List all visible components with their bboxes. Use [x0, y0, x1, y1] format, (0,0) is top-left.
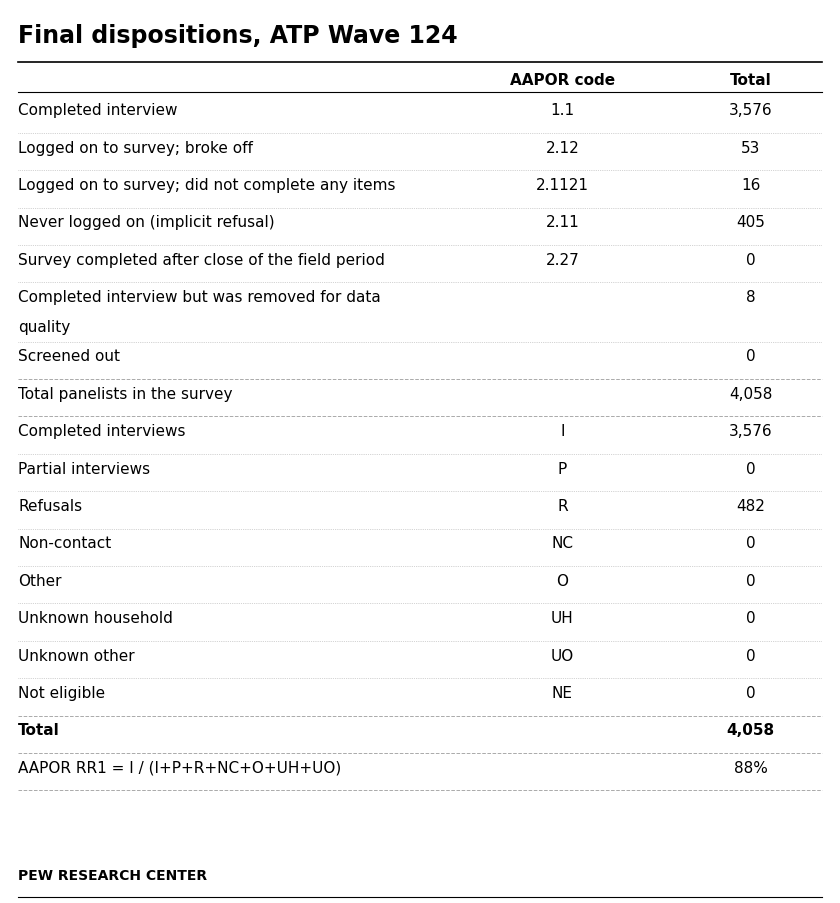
Text: Unknown household: Unknown household — [18, 610, 173, 626]
Text: O: O — [556, 573, 569, 588]
Text: Not eligible: Not eligible — [18, 685, 105, 700]
Text: 16: 16 — [741, 178, 760, 193]
Text: 0: 0 — [746, 461, 755, 476]
Text: Other: Other — [18, 573, 61, 588]
Text: UO: UO — [551, 647, 574, 663]
Text: 88%: 88% — [734, 760, 768, 775]
Text: 0: 0 — [746, 685, 755, 700]
Text: Screened out: Screened out — [18, 349, 120, 364]
Text: Survey completed after close of the field period: Survey completed after close of the fiel… — [18, 253, 385, 267]
Text: Completed interview but was removed for data: Completed interview but was removed for … — [18, 290, 381, 305]
Text: 405: 405 — [737, 215, 765, 230]
Text: 0: 0 — [746, 535, 755, 551]
Text: 2.12: 2.12 — [545, 141, 580, 155]
Text: 0: 0 — [746, 573, 755, 588]
Text: R: R — [557, 498, 568, 514]
Text: quality: quality — [18, 320, 71, 335]
Text: 4,058: 4,058 — [729, 386, 773, 401]
Text: 0: 0 — [746, 349, 755, 364]
Text: Total panelists in the survey: Total panelists in the survey — [18, 386, 233, 401]
Text: 4,058: 4,058 — [727, 722, 774, 738]
Text: Completed interviews: Completed interviews — [18, 424, 186, 439]
Text: I: I — [560, 424, 564, 439]
Text: Non-contact: Non-contact — [18, 535, 112, 551]
Text: 8: 8 — [746, 290, 755, 305]
Text: 53: 53 — [741, 141, 760, 155]
Text: 2.11: 2.11 — [545, 215, 580, 230]
Text: 0: 0 — [746, 610, 755, 626]
Text: NE: NE — [552, 685, 573, 700]
Text: Never logged on (implicit refusal): Never logged on (implicit refusal) — [18, 215, 275, 230]
Text: AAPOR RR1 = I / (I+P+R+NC+O+UH+UO): AAPOR RR1 = I / (I+P+R+NC+O+UH+UO) — [18, 760, 341, 775]
Text: Final dispositions, ATP Wave 124: Final dispositions, ATP Wave 124 — [18, 23, 458, 48]
Text: 3,576: 3,576 — [729, 424, 773, 439]
Text: 1.1: 1.1 — [550, 103, 575, 118]
Text: Unknown other: Unknown other — [18, 647, 134, 663]
Text: Total: Total — [18, 722, 60, 738]
Text: 482: 482 — [737, 498, 765, 514]
Text: Completed interview: Completed interview — [18, 103, 177, 118]
Text: UH: UH — [551, 610, 574, 626]
Text: Refusals: Refusals — [18, 498, 82, 514]
Text: 0: 0 — [746, 647, 755, 663]
Text: Logged on to survey; broke off: Logged on to survey; broke off — [18, 141, 253, 155]
Text: Partial interviews: Partial interviews — [18, 461, 150, 476]
Text: 3,576: 3,576 — [729, 103, 773, 118]
Text: 2.1121: 2.1121 — [536, 178, 589, 193]
Text: 0: 0 — [746, 253, 755, 267]
Text: PEW RESEARCH CENTER: PEW RESEARCH CENTER — [18, 868, 207, 882]
Text: Total: Total — [730, 73, 772, 88]
Text: AAPOR code: AAPOR code — [510, 73, 615, 88]
Text: 2.27: 2.27 — [545, 253, 580, 267]
Text: Logged on to survey; did not complete any items: Logged on to survey; did not complete an… — [18, 178, 396, 193]
Text: P: P — [558, 461, 567, 476]
Text: NC: NC — [551, 535, 574, 551]
